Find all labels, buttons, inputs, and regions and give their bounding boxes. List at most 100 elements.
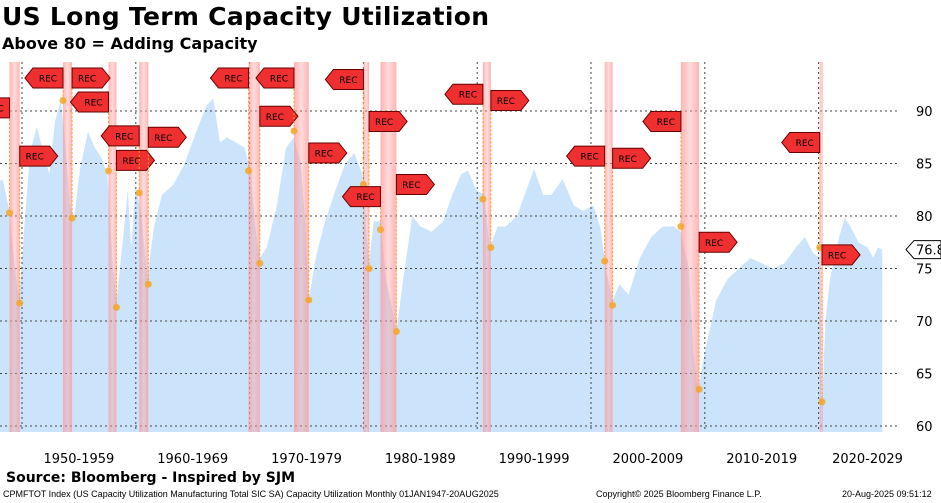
rec-end-marker (368, 111, 408, 132)
recession-start-dot (135, 189, 143, 197)
last-value-tag (905, 240, 941, 260)
x-tick-label: 2000-2009 (612, 452, 683, 467)
x-tick-label: 1950-1959 (43, 452, 114, 467)
recession-start-dot (244, 167, 252, 175)
index-description: CPMFTOT Index (US Capacity Utilization M… (3, 489, 499, 499)
rec-start-marker-label: REC (657, 118, 675, 128)
rec-start-marker (642, 111, 682, 132)
rec-end-marker (612, 147, 652, 169)
x-tick-label: 2020-2029 (832, 452, 903, 467)
recession-end-dot (695, 385, 703, 393)
recession-band (380, 62, 397, 432)
recession-end-dot (487, 244, 495, 251)
rec-end-marker-label: REC (154, 134, 172, 144)
rec-start-marker (24, 67, 64, 89)
x-tick-label: 1960-1969 (157, 452, 228, 467)
recession-start-dot (290, 127, 298, 135)
recession-end-dot (16, 299, 24, 307)
recession-band (482, 62, 491, 432)
chart-title: US Long Term Capacity Utilization (2, 2, 490, 31)
rec-end-marker-label: REC (26, 153, 44, 163)
rec-end-marker (115, 149, 156, 171)
rec-end-marker-label: REC (619, 155, 637, 165)
timestamp: 20-Aug-2025 09:51:12 (842, 489, 932, 499)
rec-end-marker (490, 90, 530, 111)
x-tick-label: 2010-2019 (726, 452, 797, 467)
y-tick-label: 75 (916, 263, 933, 278)
y-tick-label: 85 (916, 158, 933, 173)
y-tick-label: 90 (916, 105, 933, 120)
rec-start-marker (100, 125, 140, 147)
rec-end-marker-label: REC (122, 157, 140, 167)
rec-end-marker (71, 67, 111, 89)
x-tick-label: 1970-1979 (271, 452, 342, 467)
recession-start-dot (5, 209, 13, 217)
rec-end-marker-label: REC (497, 97, 515, 107)
rec-start-marker (444, 83, 484, 105)
rec-start-marker (566, 145, 606, 167)
rec-start-marker (324, 69, 364, 90)
source-note: Source: Bloomberg - Inspired by SJM (6, 470, 296, 486)
recession-band (248, 62, 260, 432)
rec-start-marker-label: REC (0, 104, 4, 114)
rec-end-marker-label: REC (266, 113, 284, 123)
rec-end-marker (147, 126, 187, 148)
recession-end-dot (68, 214, 76, 222)
recession-band (680, 62, 700, 432)
y-tick-label: 70 (916, 315, 933, 330)
rec-end-marker (395, 174, 436, 195)
rec-end-marker (821, 244, 861, 266)
recession-start-dot (816, 244, 824, 251)
recession-band (604, 62, 613, 432)
recession-end-dot (392, 328, 400, 335)
rec-start-marker-label: REC (224, 75, 242, 85)
rec-start-marker-label: REC (270, 75, 288, 85)
recession-band (9, 62, 20, 432)
recession-start-dot (601, 257, 609, 265)
recession-band (363, 62, 370, 432)
recession-start-dot (376, 226, 384, 234)
recession-band (108, 62, 117, 432)
rec-start-marker-label: REC (39, 75, 57, 85)
rec-start-marker (255, 67, 295, 89)
rec-end-marker (698, 231, 738, 253)
rec-end-marker-label: REC (705, 239, 723, 249)
rec-start-marker-label: REC (459, 91, 477, 101)
rec-start-marker (209, 67, 249, 89)
recession-end-dot (112, 303, 120, 311)
capacity-utilization-area (0, 98, 883, 432)
y-tick-label: 65 (916, 368, 933, 383)
rec-start-marker-label: REC (581, 153, 599, 163)
rec-start-marker-label: REC (356, 193, 374, 203)
recession-band (293, 62, 309, 432)
recession-end-dot (256, 259, 264, 267)
recession-end-dot (144, 280, 152, 288)
rec-end-marker-label: REC (78, 75, 96, 85)
rec-start-marker (781, 132, 821, 153)
chart-subtitle: Above 80 = Adding Capacity (2, 34, 258, 53)
rec-start-marker-label: REC (339, 76, 357, 86)
copyright: Copyright© 2025 Bloomberg Finance L.P. (596, 489, 762, 499)
rec-end-marker-label: REC (315, 150, 333, 160)
recession-start-dot (59, 97, 67, 104)
y-tick-label: 60 (916, 420, 933, 435)
last-value-label: 76.8 (916, 244, 941, 259)
rec-end-marker-label: REC (375, 118, 393, 128)
rec-start-marker (0, 97, 10, 119)
rec-start-marker (341, 186, 381, 208)
rec-start-marker (69, 91, 109, 113)
rec-start-marker-label: REC (84, 99, 102, 109)
x-tick-label: 1980-1989 (385, 452, 456, 467)
recession-band (139, 62, 149, 432)
rec-start-marker-label: REC (796, 139, 814, 149)
recession-end-dot (818, 398, 826, 406)
y-tick-label: 80 (916, 210, 933, 225)
rec-end-marker-label: REC (402, 181, 420, 191)
rec-end-marker (19, 145, 59, 167)
rec-end-marker-label: REC (828, 251, 846, 261)
recession-start-dot (677, 223, 685, 230)
x-tick-label: 1990-1999 (499, 452, 570, 467)
recession-band (62, 62, 73, 432)
recession-end-dot (305, 296, 313, 304)
